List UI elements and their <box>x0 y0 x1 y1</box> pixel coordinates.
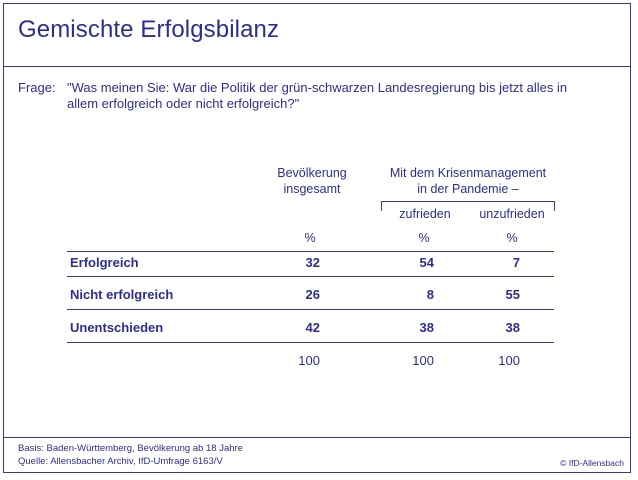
cell-dissatisfied: 38 <box>505 320 520 335</box>
column-header-dissatisfied: unzufrieden <box>479 207 545 221</box>
unit-total: % <box>304 231 316 245</box>
row-label-unentschieden: Unentschieden <box>70 320 164 335</box>
column-header-total: Bevölkerung insgesamt <box>262 165 362 197</box>
column-header-crisis-line1: Mit dem Krisenmanagement <box>389 166 547 180</box>
column-group-bracket <box>381 201 555 211</box>
copyright: © IfD-Allensbach <box>560 458 624 468</box>
question-text: "Was meinen Sie: War die Politik der grü… <box>67 80 568 111</box>
page-title: Gemischte Erfolgsbilanz <box>18 16 280 43</box>
unit-dissatisfied: % <box>506 231 518 245</box>
table-rule <box>67 251 554 252</box>
cell-dissatisfied: 55 <box>505 287 520 302</box>
footer-source: Quelle: Allensbacher Archiv, IfD-Umfrage… <box>18 456 223 467</box>
column-header-total-line1: Bevölkerung <box>277 166 347 180</box>
column-header-satisfied: zufrieden <box>399 207 451 221</box>
table-rule <box>67 309 554 310</box>
cell-dissatisfied: 7 <box>512 255 520 270</box>
column-header-crisis-line2: in der Pandemie – <box>417 182 519 196</box>
question-label: Frage: <box>18 80 56 95</box>
cell-satisfied: 8 <box>426 287 434 302</box>
column-header-crisis: Mit dem Krisenmanagement in der Pandemie… <box>368 165 568 197</box>
row-label-erfolgreich: Erfolgreich <box>70 255 139 270</box>
total-dissatisfied: 100 <box>498 353 520 368</box>
table-rule <box>67 276 554 277</box>
footer-basis: Basis: Baden-Württemberg, Bevölkerung ab… <box>18 443 243 454</box>
table-rule <box>67 342 554 343</box>
cell-total: 32 <box>305 255 320 270</box>
slide-frame <box>3 3 631 473</box>
unit-satisfied: % <box>418 231 430 245</box>
row-label-nicht-erfolgreich: Nicht erfolgreich <box>70 287 174 302</box>
cell-satisfied: 54 <box>419 255 434 270</box>
cell-satisfied: 38 <box>419 320 434 335</box>
total-total: 100 <box>298 353 320 368</box>
cell-total: 42 <box>305 320 320 335</box>
column-header-total-line2: insgesamt <box>283 182 341 196</box>
footer-divider <box>3 437 631 438</box>
total-satisfied: 100 <box>412 353 434 368</box>
title-divider <box>3 66 631 67</box>
cell-total: 26 <box>305 287 320 302</box>
